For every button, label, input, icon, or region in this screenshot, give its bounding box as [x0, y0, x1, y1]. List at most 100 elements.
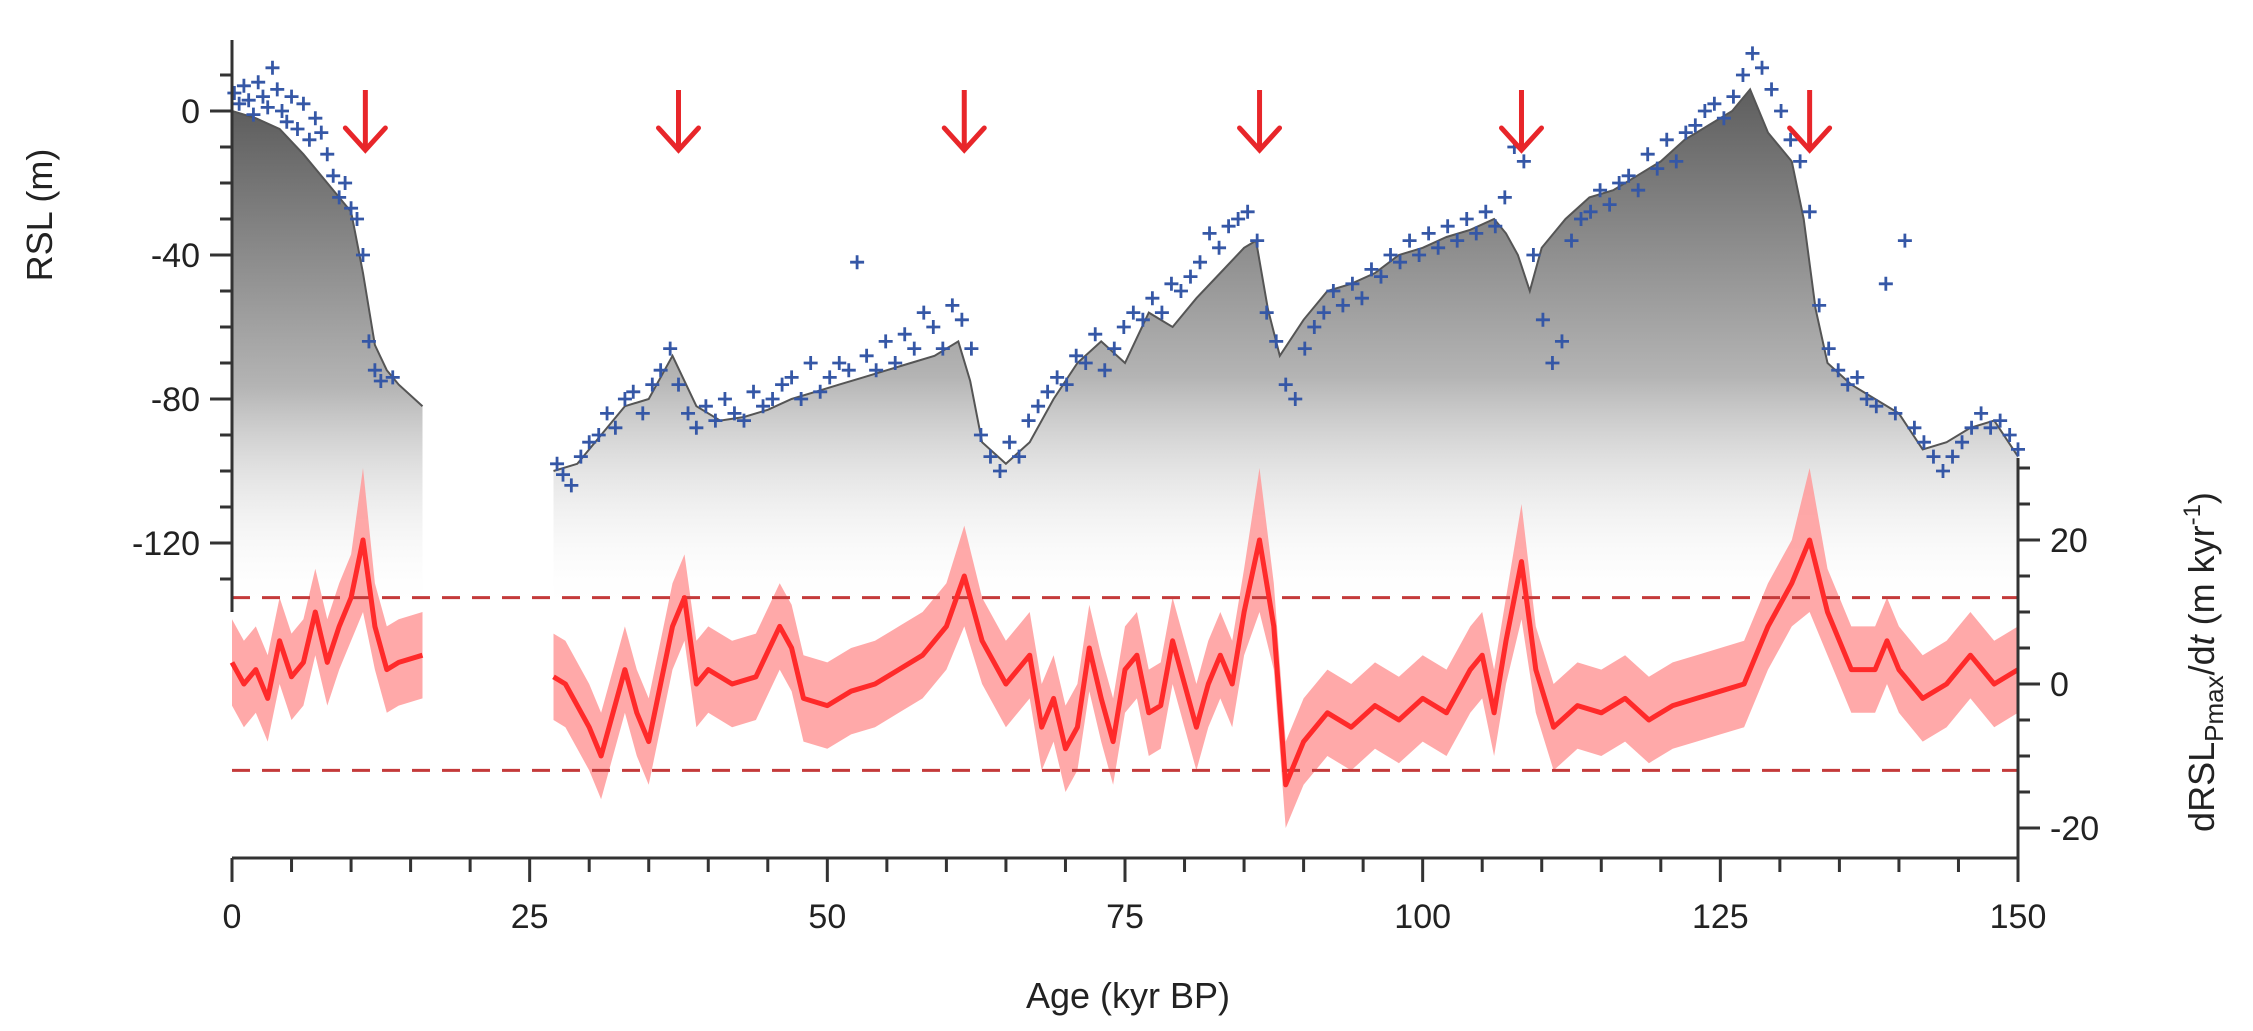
rsl-data-point — [784, 370, 799, 385]
lower-y-tick-label: -20 — [2050, 810, 2099, 848]
rsl-data-point — [1497, 190, 1512, 205]
rsl-data-point — [350, 212, 365, 226]
rise-event-arrows — [342, 90, 1833, 154]
lower-y-tick-label: 20 — [2050, 522, 2088, 560]
rsl-data-point — [332, 190, 347, 205]
rsl-data-point — [1574, 212, 1589, 226]
rise-event-arrow-4 — [1237, 90, 1283, 154]
axes: 0 -40 -80 -120 20 0 -20 0 25 50 75 100 125 150 — [132, 40, 2099, 936]
rsl-data-point — [1297, 341, 1312, 356]
rsl-data-point — [1021, 413, 1036, 428]
rsl-data-point — [756, 399, 771, 414]
upper-y-axis-title: RSL (m) — [19, 149, 60, 282]
rsl-data-point — [564, 478, 579, 493]
rsl-data-point — [251, 75, 266, 90]
rsl-data-point — [1935, 464, 1950, 478]
rsl-data-point — [344, 201, 359, 216]
rsl-data-point — [302, 132, 317, 147]
rsl-data-point — [1040, 384, 1055, 399]
rsl-data-point — [1983, 420, 1998, 435]
rsl-data-point — [635, 406, 650, 421]
rsl-data-point — [1469, 226, 1484, 241]
rsl-data-point — [832, 356, 847, 370]
lower-y-axis-title-sup: -1 — [2179, 504, 2206, 525]
rsl-data-point — [841, 363, 856, 378]
rsl-data-point — [1602, 197, 1617, 212]
rsl-data-point — [1335, 298, 1350, 313]
rsl-data-point — [1821, 341, 1836, 356]
rsl-data-point — [1069, 348, 1084, 363]
rsl-data-point — [1412, 248, 1427, 262]
rsl-data-point — [1202, 226, 1217, 241]
rsl-data-point — [573, 449, 588, 464]
rsl-data-point — [1145, 291, 1160, 306]
rsl-data-point — [1269, 334, 1284, 349]
rsl-data-point — [1002, 435, 1017, 450]
rsl-data-point — [1716, 111, 1731, 126]
upper-y-tick-label: -80 — [151, 381, 200, 419]
rsl-data-point — [850, 255, 865, 270]
rsl-data-point — [935, 341, 950, 356]
rsl-data-point — [338, 176, 353, 190]
rise-event-arrow-5 — [1498, 90, 1544, 154]
lower-y-axis-title-sub: Pmax — [2199, 675, 2229, 741]
rsl-data-point — [727, 406, 742, 421]
rsl-data-point — [803, 356, 818, 370]
rise-event-arrow-1 — [342, 90, 388, 154]
rsl-data-point — [608, 420, 623, 435]
rsl-data-point — [361, 334, 376, 349]
arrow-head — [1498, 125, 1544, 154]
rsl-data-point — [367, 363, 382, 378]
rsl-data-point — [869, 363, 884, 378]
rsl-data-point — [671, 377, 686, 392]
rsl-data-point — [689, 420, 704, 435]
rsl-data-point — [907, 341, 922, 356]
rsl-data-point — [1974, 406, 1989, 421]
rsl-data-point — [1431, 240, 1446, 255]
rsl-data-point — [1345, 276, 1360, 291]
x-axis-title: Age (kyr BP) — [1026, 975, 1230, 1016]
rsl-data-point — [1859, 392, 1874, 406]
rsl-data-point — [954, 312, 969, 327]
rsl-data-point — [1526, 248, 1541, 262]
rsl-data-point — [663, 341, 678, 356]
rsl-data-point — [1240, 204, 1255, 219]
rsl-data-point — [326, 168, 341, 183]
rsl-data-point — [1850, 370, 1865, 385]
rsl-data-point — [1088, 327, 1103, 342]
rsl-data-point — [1554, 334, 1569, 349]
rsl-data-point — [1812, 298, 1827, 313]
rsl-data-point — [746, 384, 761, 399]
rsl-data-point — [1031, 399, 1046, 414]
rsl-data-point — [859, 348, 874, 363]
rsl-data-point — [813, 384, 828, 399]
rsl-data-point — [1755, 60, 1770, 75]
lower-y-axis-title-close: ) — [2181, 492, 2222, 504]
rsl-data-point — [945, 298, 960, 313]
rsl-data-point — [1059, 377, 1074, 392]
rsl-data-point — [698, 399, 713, 414]
rsl-data-point — [2002, 428, 2017, 442]
rise-event-arrow-6 — [1787, 90, 1833, 154]
rsl-data-point — [1907, 420, 1922, 435]
rsl-data-point — [1421, 226, 1436, 241]
rsl-data-point — [897, 327, 912, 342]
rsl-data-point — [275, 104, 290, 118]
rsl-data-point — [284, 89, 299, 104]
rsl-data-point — [681, 406, 696, 421]
rsl-data-point — [1221, 219, 1236, 234]
lower-y-axis-title-italic: t — [2181, 633, 2222, 645]
upper-y-tick-label: 0 — [181, 93, 200, 131]
rsl-data-point — [926, 320, 941, 334]
rsl-data-point — [355, 248, 370, 262]
rsl-data-point — [1135, 312, 1150, 327]
rsl-data-point — [1840, 377, 1855, 392]
rsl-data-point — [1650, 161, 1665, 176]
rsl-data-point — [1869, 399, 1884, 414]
rsl-data-point — [878, 334, 893, 349]
rsl-data-point — [1326, 284, 1341, 298]
rsl-data-point — [1402, 233, 1417, 248]
rsl-data-point — [314, 125, 329, 140]
lower-y-axis-title-main: dRSL — [2181, 742, 2222, 832]
